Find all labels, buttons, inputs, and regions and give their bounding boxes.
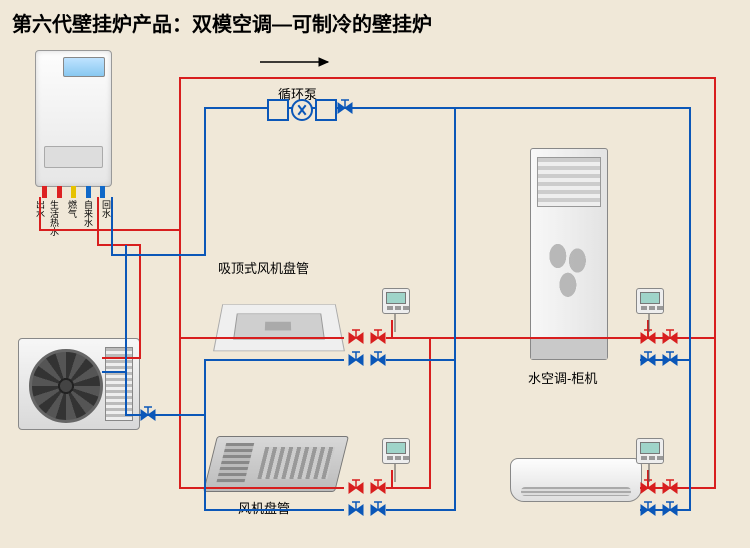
- pump-box-left: [267, 99, 289, 121]
- pipe-diagram: [0, 0, 750, 548]
- pump-box-right: [315, 99, 337, 121]
- thermostat: [382, 288, 410, 314]
- thermostat: [636, 288, 664, 314]
- thermostat: [636, 438, 664, 464]
- thermostat: [382, 438, 410, 464]
- pump-circle-icon: [291, 99, 313, 121]
